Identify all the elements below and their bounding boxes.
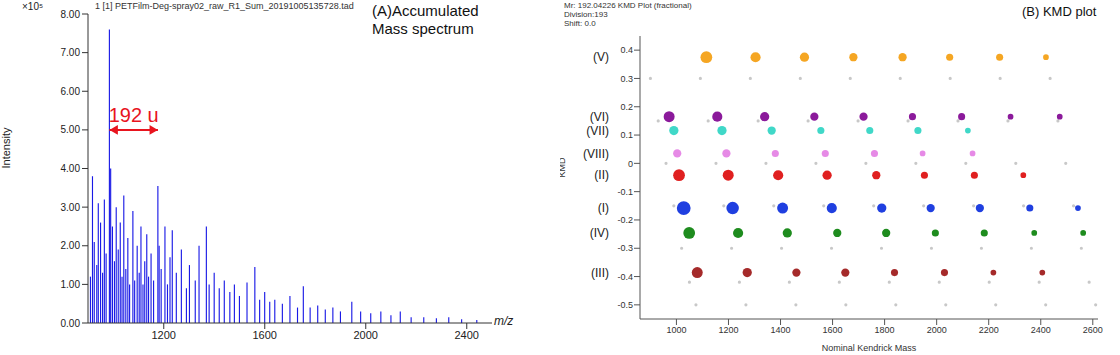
- svg-text:1.00: 1.00: [61, 279, 81, 290]
- svg-text:1600: 1600: [253, 329, 277, 341]
- svg-text:0: 0: [628, 159, 633, 169]
- svg-text:KMD: KMD: [560, 157, 567, 178]
- svg-text:2.00: 2.00: [61, 240, 81, 251]
- svg-text:2400: 2400: [455, 329, 479, 341]
- svg-text:1600: 1600: [823, 325, 843, 335]
- html-text:1 [1] PETFilm-Deg-spray02_raw_: 1 [1] PETFilm-Deg-spray02_raw_R1_Sum_201…: [95, 1, 354, 11]
- svg-text:3.00: 3.00: [61, 202, 81, 213]
- svg-text:-0.3: -0.3: [617, 243, 633, 253]
- html-text:(A)Accumulated: (A)Accumulated: [372, 2, 479, 19]
- svg-text:2200: 2200: [979, 325, 999, 335]
- svg-text:(IV): (IV): [590, 226, 609, 240]
- svg-text:192 u: 192 u: [109, 104, 159, 126]
- svg-text:2000: 2000: [927, 325, 947, 335]
- svg-text:1800: 1800: [875, 325, 895, 335]
- svg-text:(I): (I): [598, 201, 609, 215]
- svg-text:8.00: 8.00: [61, 9, 81, 20]
- html-text:Mass spectrum: Mass spectrum: [372, 20, 474, 37]
- svg-text:5.00: 5.00: [61, 124, 81, 135]
- svg-text:7.00: 7.00: [61, 47, 81, 58]
- svg-text:(V): (V): [593, 50, 609, 64]
- html-text:×10⁵: ×10⁵: [22, 1, 44, 12]
- svg-text:(VI): (VI): [590, 110, 609, 124]
- svg-text:4.00: 4.00: [61, 163, 81, 174]
- svg-text:(VII): (VII): [586, 124, 609, 138]
- svg-text:2600: 2600: [1083, 325, 1103, 335]
- svg-text:(VIII): (VIII): [583, 147, 609, 161]
- svg-text:-0.5: -0.5: [617, 300, 633, 310]
- svg-text:1200: 1200: [718, 325, 738, 335]
- svg-text:0.4: 0.4: [620, 45, 633, 55]
- html-text:Division:193: Division:193: [564, 10, 608, 19]
- svg-text:-0.2: -0.2: [617, 215, 633, 225]
- svg-text:0.00: 0.00: [61, 318, 81, 329]
- html-text:(B) KMD plot: (B) KMD plot: [1022, 4, 1097, 19]
- html-text:Mr: 192.04226 KMD Plot (fracti: Mr: 192.04226 KMD Plot (fractional): [564, 1, 692, 10]
- html-text:m/z: m/z: [494, 314, 514, 328]
- svg-text:1400: 1400: [771, 325, 791, 335]
- html-text:Shift: 0.0: Shift: 0.0: [564, 19, 596, 28]
- svg-text:(III): (III): [591, 266, 609, 280]
- svg-text:-0.1: -0.1: [617, 187, 633, 197]
- svg-text:1200: 1200: [152, 329, 176, 341]
- svg-text:Nominal Kendrick Mass: Nominal Kendrick Mass: [822, 343, 917, 353]
- svg-text:0.3: 0.3: [620, 74, 633, 84]
- svg-text:1000: 1000: [666, 325, 686, 335]
- svg-text:2400: 2400: [1031, 325, 1051, 335]
- svg-text:0.2: 0.2: [620, 102, 633, 112]
- svg-text:0.1: 0.1: [620, 130, 633, 140]
- svg-text:6.00: 6.00: [61, 86, 81, 97]
- svg-text:-0.4: -0.4: [617, 272, 633, 282]
- svg-text:Intensity: Intensity: [0, 127, 12, 168]
- svg-text:(II): (II): [594, 168, 609, 182]
- svg-text:2000: 2000: [354, 329, 378, 341]
